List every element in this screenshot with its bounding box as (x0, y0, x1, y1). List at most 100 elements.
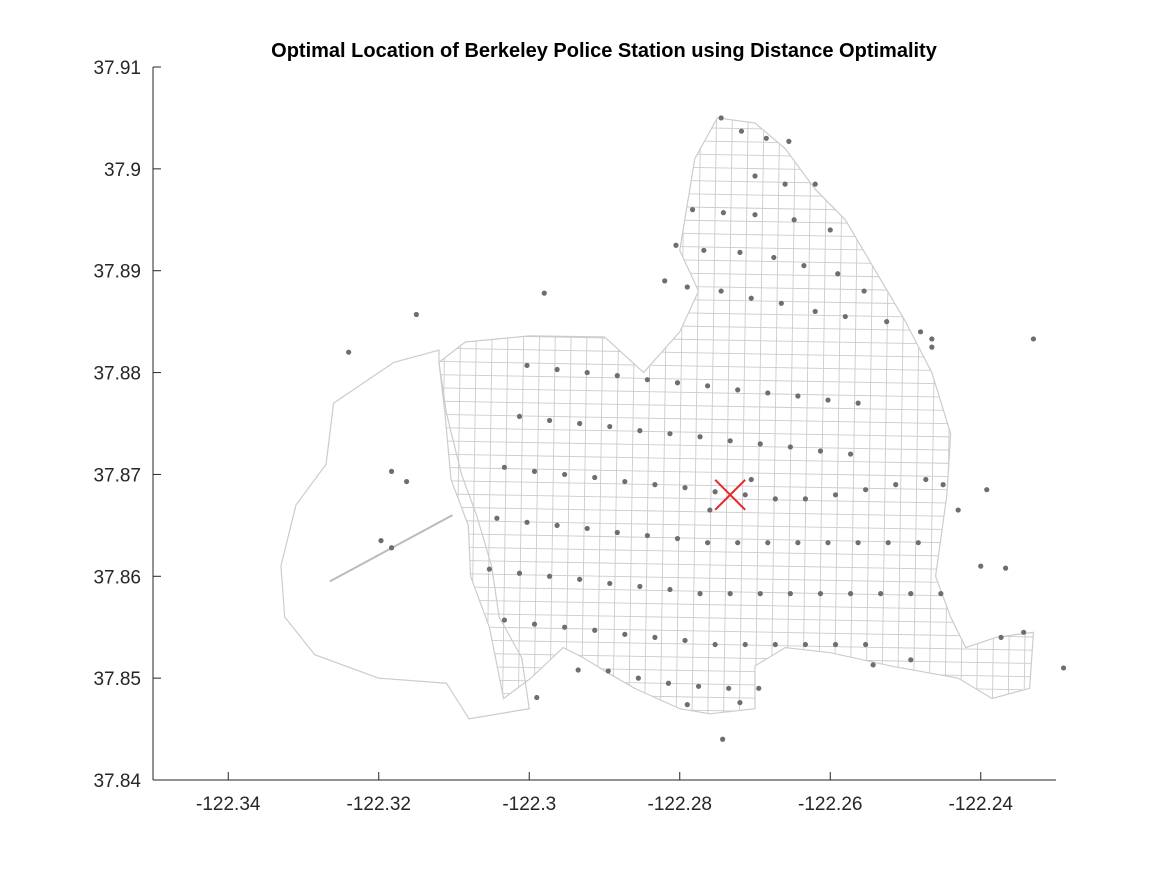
street-ns (833, 117, 844, 714)
crime-point (908, 657, 914, 663)
crime-point (562, 624, 568, 630)
street-ns (959, 117, 970, 714)
crime-point (1021, 629, 1027, 635)
crime-point (682, 637, 688, 644)
street-ns (438, 117, 449, 714)
crime-point (378, 538, 384, 544)
street-ns (928, 117, 939, 714)
crime-point (501, 464, 508, 470)
crime-point (795, 393, 801, 399)
street-ew (438, 320, 1034, 334)
crime-point (748, 476, 754, 483)
crime-point (742, 641, 748, 648)
crime-point (720, 210, 726, 216)
crime-point (584, 369, 590, 376)
optimal-marker-stroke (714, 479, 746, 511)
crime-point (644, 532, 650, 539)
axes: -122.34 -122.32 -122.3 -122.28 -122.26 -122.2… (93, 58, 1056, 815)
street-ns (707, 117, 718, 714)
crime-point (494, 515, 500, 521)
crime-point (726, 685, 732, 691)
y-tick-label: 37.9 (104, 160, 141, 181)
crime-point (346, 349, 352, 355)
street-ew (438, 161, 1034, 175)
crime-point (847, 451, 854, 457)
crime-point (861, 288, 867, 294)
crime-point (802, 496, 809, 502)
crime-point (765, 540, 771, 546)
street-ns (1007, 117, 1018, 714)
street-ew (438, 426, 1034, 440)
street-ew (438, 134, 1034, 148)
crime-point (787, 444, 793, 450)
crime-point (575, 667, 581, 673)
street-ew (438, 253, 1034, 268)
street-ew (438, 280, 1034, 294)
street-ns (454, 117, 465, 714)
crime-point (531, 621, 538, 627)
crime-points (346, 115, 1067, 742)
crime-point (673, 242, 679, 248)
crime-point (855, 540, 861, 546)
street-ew (438, 611, 1034, 625)
street-ns (849, 117, 860, 714)
crime-point (652, 482, 658, 488)
crime-point (817, 448, 824, 454)
crime-point (835, 271, 841, 277)
street-ew (438, 585, 1034, 599)
street-ew (438, 598, 1034, 612)
crime-point (524, 519, 530, 525)
crime-point (592, 474, 598, 481)
crime-point (541, 290, 547, 296)
crime-point (607, 423, 613, 430)
y-tick-label: 37.86 (93, 567, 141, 588)
street-ew (438, 412, 1034, 426)
crime-point (712, 489, 718, 495)
crime-point (929, 336, 935, 342)
x-tick-label: -122.32 (347, 794, 411, 815)
street-ns (1023, 117, 1034, 714)
street-ns (596, 117, 607, 714)
street-ns (754, 117, 765, 714)
crime-point (893, 482, 899, 488)
crime-point (825, 397, 831, 403)
y-tick-label: 37.84 (93, 771, 141, 792)
street-ns (975, 117, 986, 714)
street-ew (438, 571, 1034, 585)
crime-point (978, 563, 984, 569)
optimal-location-marker (714, 479, 746, 511)
city-boundary (438, 117, 1035, 715)
y-tick-label: 37.88 (93, 364, 141, 385)
crime-point (923, 476, 929, 483)
x-tick-label: -122.26 (798, 794, 862, 815)
street-ew (438, 386, 1034, 400)
crime-point (665, 680, 672, 686)
crime-point (622, 478, 628, 485)
street-ew (438, 214, 1034, 228)
crime-point (737, 249, 743, 255)
crime-point (915, 540, 921, 546)
street-ew (438, 346, 1034, 360)
crime-point (546, 573, 553, 579)
crime-point (1060, 665, 1067, 671)
crime-point (667, 431, 673, 437)
crime-point (614, 373, 620, 379)
crime-point (757, 441, 763, 447)
crime-point (1002, 565, 1009, 571)
crime-point (737, 699, 743, 706)
crime-point (812, 308, 818, 315)
street-grid (438, 108, 1048, 729)
crime-point (1030, 336, 1037, 342)
street-ew (438, 624, 1034, 638)
street-ns (1039, 108, 1048, 729)
crime-point (832, 492, 839, 498)
crime-point (827, 227, 833, 233)
street-ew (438, 187, 1034, 201)
street-ew (438, 558, 1034, 572)
crime-point (584, 525, 590, 532)
crime-point (720, 736, 726, 742)
crime-point (704, 540, 711, 546)
street-ew (438, 399, 1034, 413)
crime-point (554, 522, 560, 528)
crime-point (388, 468, 395, 474)
